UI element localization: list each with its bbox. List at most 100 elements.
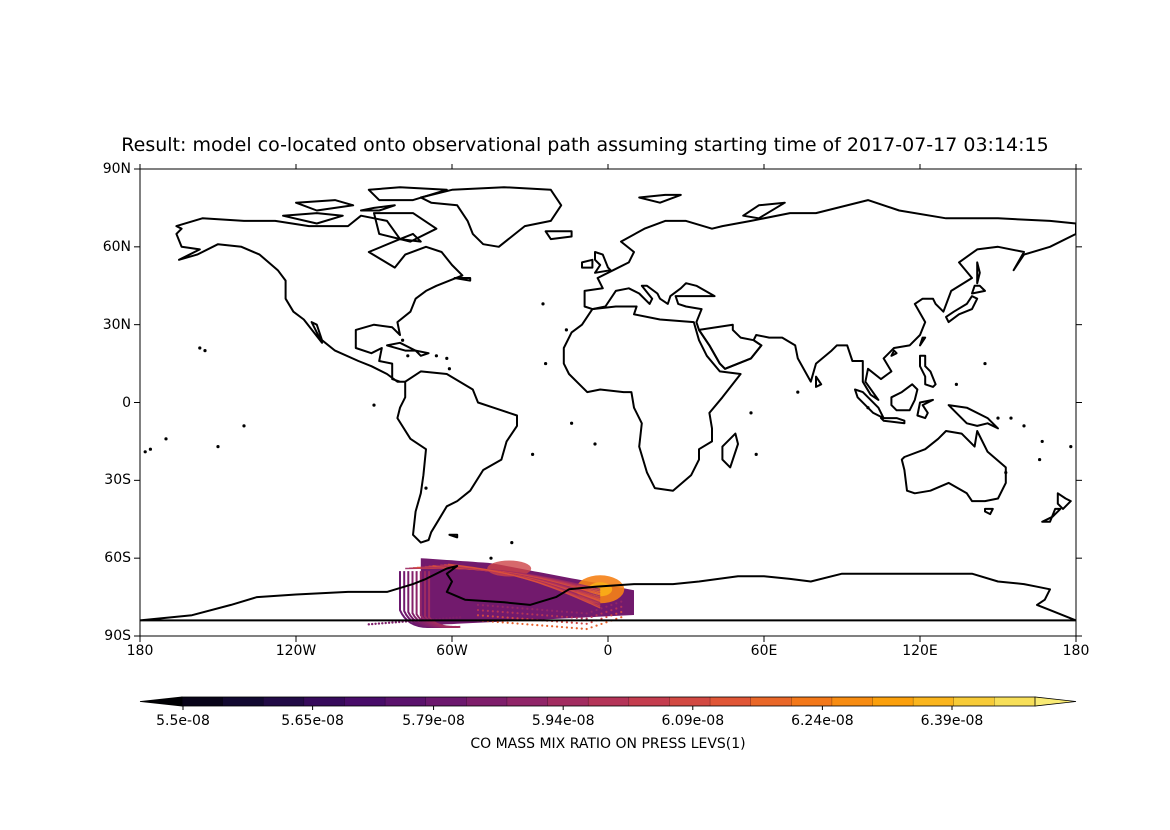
colorbar-label: CO MASS MIX RATIO ON PRESS LEVS(1)	[470, 736, 746, 752]
data-point	[580, 617, 583, 620]
colorbar-extend-min	[139, 696, 183, 707]
data-point	[491, 604, 494, 608]
data-point	[546, 624, 549, 627]
island-dot	[1004, 470, 1008, 475]
coastline-segment	[396, 370, 518, 544]
data-point	[600, 607, 603, 610]
data-point	[605, 615, 608, 619]
island-dot	[983, 361, 987, 366]
data-point	[394, 621, 398, 624]
data-point	[590, 621, 593, 624]
coastline-segment	[1056, 492, 1072, 510]
island-dot	[1022, 424, 1026, 428]
island-dot	[401, 338, 405, 342]
coastline-segment	[721, 432, 739, 469]
data-point	[570, 621, 573, 624]
data-point	[565, 621, 569, 624]
data-point	[387, 621, 391, 624]
data-point	[595, 608, 598, 612]
tick-label: 6.39e-08	[920, 713, 984, 729]
coastline-segment	[919, 354, 937, 388]
data-point	[521, 612, 524, 615]
data-track	[448, 563, 601, 609]
data-point	[555, 625, 559, 628]
data-point	[575, 621, 578, 625]
data-point	[585, 612, 588, 615]
data-point	[511, 622, 514, 625]
island-dot	[570, 421, 574, 425]
tick-label: 60S	[104, 550, 131, 567]
data-point	[541, 614, 544, 617]
data-point	[491, 615, 494, 618]
coastline-segment	[638, 193, 682, 204]
island-dot	[203, 349, 207, 353]
island-dot	[996, 416, 1000, 420]
data-point	[476, 608, 480, 612]
colorbar-segment	[385, 697, 427, 706]
data-point	[555, 615, 559, 618]
data-point	[551, 625, 554, 628]
data-point	[445, 617, 448, 620]
data-point	[391, 621, 394, 624]
data-point	[580, 611, 583, 615]
data-point	[575, 627, 578, 630]
data-point	[595, 614, 598, 617]
data-point	[536, 613, 539, 616]
island-dot	[593, 442, 597, 446]
data-point	[481, 614, 485, 617]
data-point	[377, 622, 381, 625]
data-point	[575, 616, 578, 619]
tick-label: 6.09e-08	[661, 713, 725, 729]
data-point	[476, 614, 480, 617]
coastline-segment	[890, 383, 919, 412]
colorbar-segment	[425, 697, 467, 706]
colorbar-segment	[547, 697, 589, 706]
data-point	[615, 607, 618, 610]
data-point	[620, 610, 623, 614]
coastline-segment	[367, 186, 448, 202]
data-point	[580, 622, 583, 625]
data-point	[531, 613, 534, 616]
data-point	[610, 609, 613, 612]
tick-label: 90S	[104, 628, 131, 644]
data-point	[585, 617, 588, 620]
colorbar-segment	[628, 697, 670, 706]
colorbar-segment	[872, 697, 914, 706]
island-dot	[544, 361, 548, 366]
data-point	[560, 615, 564, 618]
data-point	[496, 605, 499, 608]
tick-label: 180	[1062, 643, 1090, 659]
data-point	[610, 614, 613, 617]
data-point	[615, 602, 618, 605]
colorbar-segment	[710, 697, 752, 706]
data-point	[605, 605, 608, 608]
map-background	[140, 169, 1076, 636]
data-point	[615, 612, 618, 615]
data-point	[516, 617, 519, 620]
colorbar-segment	[953, 697, 995, 706]
coastline-segment	[919, 336, 927, 347]
data-point	[370, 622, 374, 626]
island-dot	[164, 437, 168, 441]
coastline-segment	[890, 349, 898, 357]
colorbar-frame	[181, 696, 1036, 707]
data-point	[600, 612, 603, 615]
data-point	[575, 611, 578, 614]
island-dot	[1009, 416, 1013, 420]
data-point	[501, 610, 504, 614]
data-point	[511, 606, 514, 609]
coastline-segment	[562, 305, 742, 492]
coastline-segment	[544, 230, 573, 241]
island-dot	[445, 356, 449, 360]
data-point	[565, 610, 569, 613]
colorbar-segment	[182, 697, 224, 706]
island-dot	[143, 450, 147, 454]
data-point	[481, 604, 485, 607]
coastline-segment	[594, 251, 612, 274]
island-dot	[148, 447, 152, 451]
data-point	[501, 605, 504, 608]
data-point	[570, 626, 573, 629]
data-point	[452, 616, 455, 620]
data-point	[521, 607, 524, 610]
